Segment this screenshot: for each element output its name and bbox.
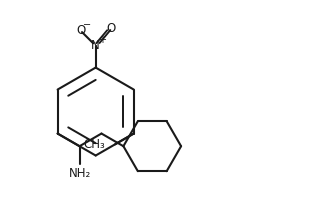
Text: O: O [106, 22, 115, 35]
Text: O: O [77, 24, 86, 37]
Text: −: − [83, 20, 91, 30]
Text: NH₂: NH₂ [69, 167, 91, 180]
Text: CH₃: CH₃ [83, 138, 105, 151]
Text: +: + [98, 35, 106, 45]
Text: N: N [91, 39, 100, 52]
